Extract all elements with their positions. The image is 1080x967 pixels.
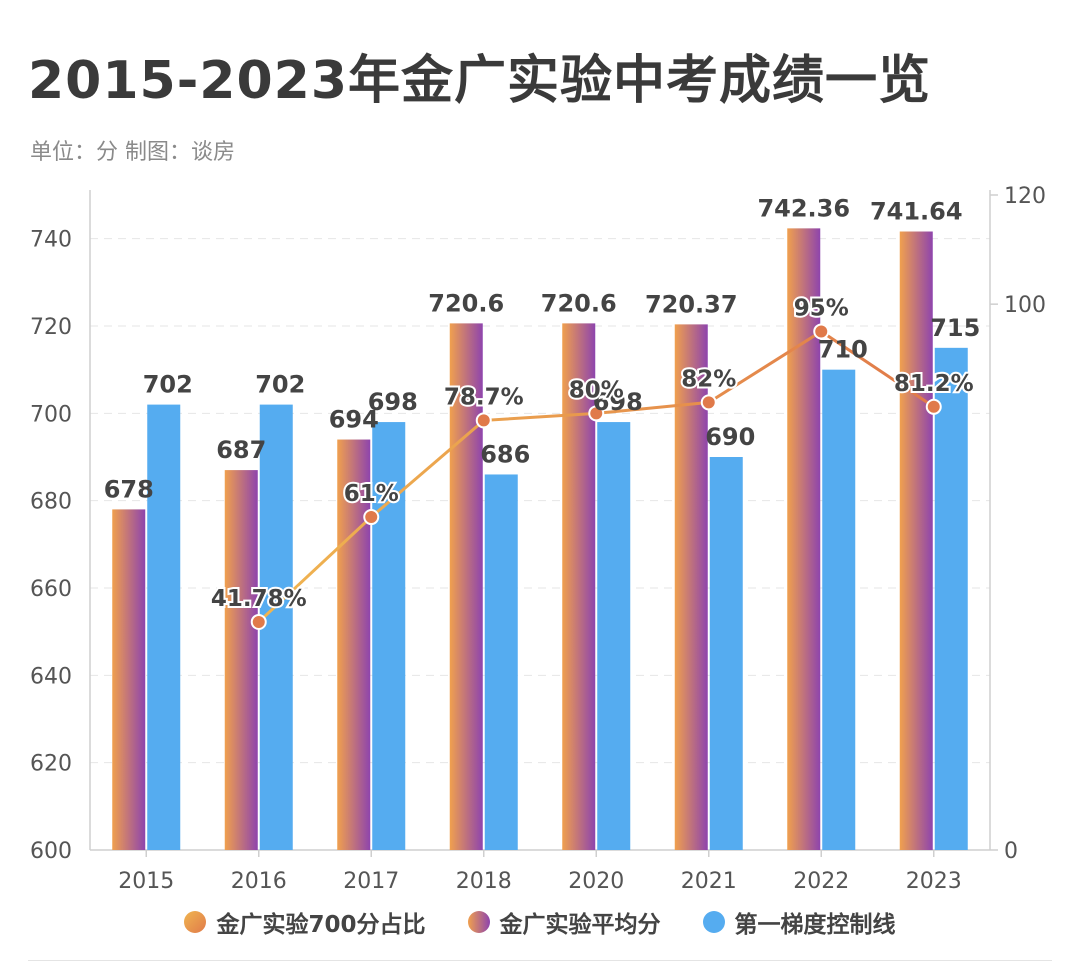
data-label-ratio: 78.7% — [444, 384, 524, 410]
chart-title: 2015-2023年金广实验中考成绩一览 — [28, 51, 932, 111]
bottom-divider — [28, 960, 1052, 961]
bar-average — [224, 470, 258, 850]
x-tick-label: 2023 — [906, 869, 962, 894]
data-label-average: 741.64 — [870, 198, 963, 226]
data-label-control-line: 710 — [818, 336, 868, 364]
data-label-control-line: 698 — [593, 388, 643, 416]
bar-control-line — [259, 404, 293, 850]
point-ratio — [700, 394, 717, 411]
data-label-ratio: 80% — [569, 377, 624, 403]
data-label-control-line: 715 — [930, 314, 980, 342]
bar-average — [337, 439, 371, 850]
label-layer: 678702687702694698720.6686720.6698720.37… — [104, 194, 981, 614]
data-label-ratio: 82% — [681, 366, 736, 392]
legend-label-average: 金广实验平均分 — [499, 912, 661, 938]
bar-control-line — [934, 347, 968, 850]
point-ratio — [475, 412, 492, 429]
legend-label-control-line: 第一梯度控制线 — [734, 912, 896, 938]
bar-average — [787, 228, 821, 850]
data-label-control-line: 686 — [480, 440, 530, 468]
data-label-control-line: 698 — [368, 388, 418, 416]
data-label-average: 742.36 — [757, 194, 850, 222]
bar-average — [449, 323, 483, 850]
data-label-ratio: 41.78% — [211, 586, 307, 612]
x-tick-label: 2018 — [456, 869, 512, 894]
y2-tick-label: 0 — [1004, 839, 1018, 864]
line-layer — [250, 323, 942, 630]
bar-average — [112, 509, 146, 850]
y-tick-label: 720 — [30, 315, 72, 340]
bar-average — [899, 231, 933, 850]
y2-tick-label: 120 — [1004, 184, 1046, 209]
legend-swatch-control-line — [702, 911, 725, 933]
data-label-ratio: 81.2% — [894, 371, 974, 397]
point-ratio — [363, 509, 380, 526]
x-tick-label: 2020 — [568, 869, 624, 894]
data-label-average: 720.37 — [645, 290, 738, 318]
data-label-average: 720.6 — [428, 289, 504, 317]
data-label-ratio: 95% — [794, 295, 849, 321]
y-tick-label: 680 — [30, 490, 72, 515]
bar-control-line — [147, 404, 181, 850]
y2-tick-label: 100 — [1004, 293, 1046, 318]
data-label-control-line: 702 — [255, 371, 305, 399]
point-ratio — [925, 398, 942, 415]
axis-layer: 600 620 640 660 680 700 720 740 0 100 120 2015 2016 2… — [30, 184, 1046, 894]
y-tick-label: 660 — [30, 577, 72, 602]
chart-legend: 金广实验700分占比 金广实验平均分 第一梯度控制线 — [0, 905, 1080, 939]
x-tick-label: 2021 — [681, 869, 737, 894]
legend-label-ratio: 金广实验700分占比 — [216, 912, 426, 938]
bar-control-line — [484, 474, 518, 850]
data-label-control-line: 690 — [705, 423, 755, 451]
point-ratio — [250, 613, 267, 630]
y-tick-label: 640 — [30, 664, 72, 689]
data-label-average: 687 — [216, 436, 266, 464]
x-tick-label: 2016 — [231, 869, 287, 894]
y-tick-label: 700 — [30, 402, 72, 427]
legend-item-average: 金广实验平均分 — [467, 905, 661, 939]
bar-control-line — [822, 369, 856, 850]
data-label-average: 678 — [104, 475, 154, 503]
legend-item-control-line: 第一梯度控制线 — [702, 905, 896, 939]
point-ratio — [588, 405, 605, 422]
x-tick-label: 2022 — [793, 869, 849, 894]
chart-subtitle: 单位：分 制图：谈房 — [30, 140, 235, 165]
y-tick-label: 740 — [30, 228, 72, 253]
data-label-ratio: 61% — [344, 481, 399, 507]
legend-item-ratio: 金广实验700分占比 — [184, 905, 426, 939]
bar-layer — [112, 228, 968, 850]
data-label-average: 720.6 — [541, 289, 617, 317]
y-tick-label: 620 — [30, 752, 72, 777]
legend-swatch-ratio — [184, 911, 207, 933]
bar-control-line — [597, 422, 631, 850]
data-label-average: 694 — [329, 406, 379, 434]
x-tick-label: 2015 — [118, 869, 174, 894]
x-tick-label: 2017 — [343, 869, 399, 894]
bar-average — [674, 324, 708, 850]
legend-swatch-average — [467, 911, 490, 933]
point-ratio — [813, 323, 830, 340]
y-tick-label: 600 — [30, 839, 72, 864]
bar-control-line — [709, 457, 743, 850]
data-label-control-line: 702 — [143, 371, 193, 399]
